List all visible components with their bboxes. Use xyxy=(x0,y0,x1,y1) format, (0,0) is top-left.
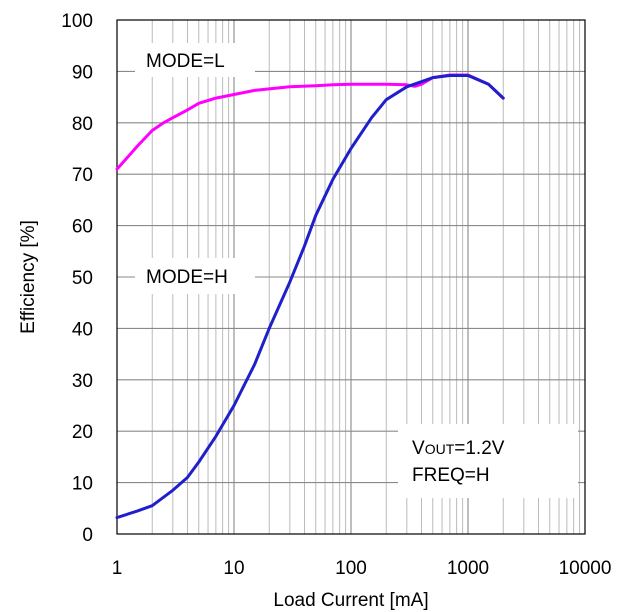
x-tick-label: 1000 xyxy=(447,558,489,579)
y-tick-label: 80 xyxy=(72,114,93,135)
vout-value: =1.2V xyxy=(454,438,505,459)
x-axis-label: Load Current [mA] xyxy=(273,590,428,611)
y-tick-label: 70 xyxy=(72,165,93,186)
vout-annotation: VOUT=1.2V xyxy=(412,438,505,459)
conditions-annotation-box xyxy=(398,424,578,498)
y-tick-label: 0 xyxy=(82,525,93,546)
y-tick-label: 10 xyxy=(72,474,93,495)
plot-frame xyxy=(116,19,586,535)
freq-annotation: FREQ=H xyxy=(412,465,490,486)
x-tick-label: 10 xyxy=(223,558,244,579)
y-tick-label: 40 xyxy=(72,319,93,340)
y-tick-label: 50 xyxy=(72,268,93,289)
mode-l-annotation-box xyxy=(135,43,255,77)
vout-prefix: V xyxy=(412,438,425,459)
y-tick-label: 90 xyxy=(72,62,93,83)
series-lines xyxy=(115,73,505,520)
y-tick-label: 60 xyxy=(72,217,93,238)
x-tick-label: 10000 xyxy=(559,558,612,579)
tick-labels: 1 10 100 1000 10000 0 10 20 30 40 50 60 70 80 90 100 xyxy=(61,11,611,579)
y-tick-label: 30 xyxy=(72,371,93,392)
vout-subscript: OUT xyxy=(425,441,455,457)
y-tick-label: 100 xyxy=(61,11,93,32)
mode-h-annotation-box xyxy=(135,258,255,294)
x-tick-label: 100 xyxy=(335,558,367,579)
series-line-mode-l xyxy=(115,73,505,171)
mode-l-annotation: MODE=L xyxy=(146,51,225,72)
mode-h-annotation: MODE=H xyxy=(146,267,228,288)
y-tick-label: 20 xyxy=(72,422,93,443)
x-tick-label: 1 xyxy=(112,558,123,579)
y-axis-label: Efficiency [%] xyxy=(18,220,39,334)
series-line-mode-h xyxy=(115,74,505,520)
